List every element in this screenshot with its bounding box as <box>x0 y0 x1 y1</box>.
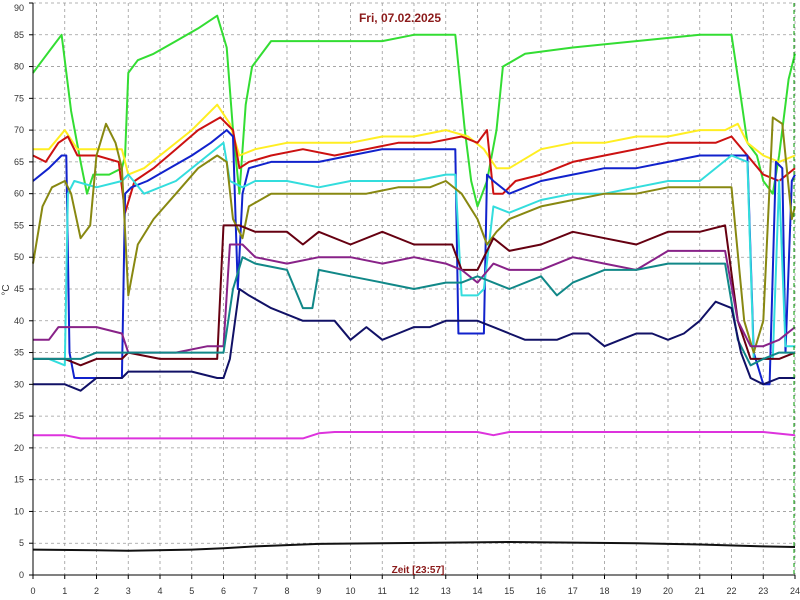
x-tick-label-23: 23 <box>758 586 768 596</box>
x-tick-label-5: 5 <box>189 586 194 596</box>
y-tick-label-65: 65 <box>14 157 24 167</box>
y-tick-label-70: 70 <box>14 125 24 135</box>
y-tick-label-75: 75 <box>14 93 24 103</box>
y-tick-labels: 0 5 10 15 20 25 30 35 40 45 50 55 60 65 70 75 80 85 90 <box>14 2 33 580</box>
y-tick-label-40: 40 <box>14 316 24 326</box>
series-line-8 <box>33 243 796 354</box>
y-tick-label-45: 45 <box>14 284 24 294</box>
y-tick-label-20: 20 <box>14 443 24 453</box>
x-tick-labels: 0 1 2 3 4 5 6 7 8 9 10 11 12 13 14 15 16 17 18 19 20 21 22 23 24 <box>30 575 800 596</box>
y-tick-label-15: 15 <box>14 475 24 485</box>
chart-title: Fri, 07.02.2025 <box>359 11 441 25</box>
y-tick-label-50: 50 <box>14 252 24 262</box>
y-tick-label-55: 55 <box>14 220 24 230</box>
y-tick-label-60: 60 <box>14 189 24 199</box>
series-line-1 <box>32 14 796 208</box>
series-group <box>32 14 796 552</box>
x-tick-label-16: 16 <box>536 586 546 596</box>
series-line-11 <box>33 431 796 440</box>
y-tick-label-10: 10 <box>14 506 24 516</box>
x-tick-label-14: 14 <box>472 586 482 596</box>
x-tick-label-11: 11 <box>378 586 387 596</box>
x-tick-label-13: 13 <box>441 586 451 596</box>
series-line-2 <box>33 103 796 176</box>
x-tick-label-15: 15 <box>504 586 514 596</box>
y-axis-label: °C <box>1 284 12 295</box>
y-tick-label-90: 90 <box>14 3 24 13</box>
x-tick-label-17: 17 <box>568 586 578 596</box>
x-tick-label-2: 2 <box>94 586 99 596</box>
y-tick-label-5: 5 <box>19 538 24 548</box>
x-tick-label-12: 12 <box>409 586 419 596</box>
x-tick-label-3: 3 <box>126 586 131 596</box>
x-tick-label-21: 21 <box>695 586 705 596</box>
x-tick-label-9: 9 <box>316 586 321 596</box>
x-tick-label-1: 1 <box>62 586 67 596</box>
x-tick-label-22: 22 <box>726 586 736 596</box>
x-axis-label: Zeit [23:57] <box>392 565 445 576</box>
x-tick-label-0: 0 <box>30 586 35 596</box>
y-tick-label-80: 80 <box>14 62 24 72</box>
x-tick-label-7: 7 <box>253 586 258 596</box>
x-tick-label-10: 10 <box>345 586 355 596</box>
series-line-9 <box>33 256 795 367</box>
x-tick-label-4: 4 <box>157 586 162 596</box>
y-tick-label-35: 35 <box>14 348 24 358</box>
series-line-10 <box>33 288 795 392</box>
series-line-5 <box>33 141 795 367</box>
x-tick-label-8: 8 <box>284 586 289 596</box>
x-tick-label-6: 6 <box>221 586 226 596</box>
series-line-12 <box>32 541 796 552</box>
grid-lines <box>32 2 796 576</box>
x-tick-label-18: 18 <box>599 586 609 596</box>
series-line-6 <box>32 116 796 354</box>
y-tick-label-30: 30 <box>14 379 24 389</box>
x-tick-label-24: 24 <box>790 586 800 596</box>
x-tick-label-20: 20 <box>663 586 673 596</box>
y-tick-label-85: 85 <box>14 30 24 40</box>
x-tick-label-19: 19 <box>631 586 641 596</box>
y-tick-label-25: 25 <box>14 411 24 421</box>
y-tick-label-0: 0 <box>19 570 24 580</box>
